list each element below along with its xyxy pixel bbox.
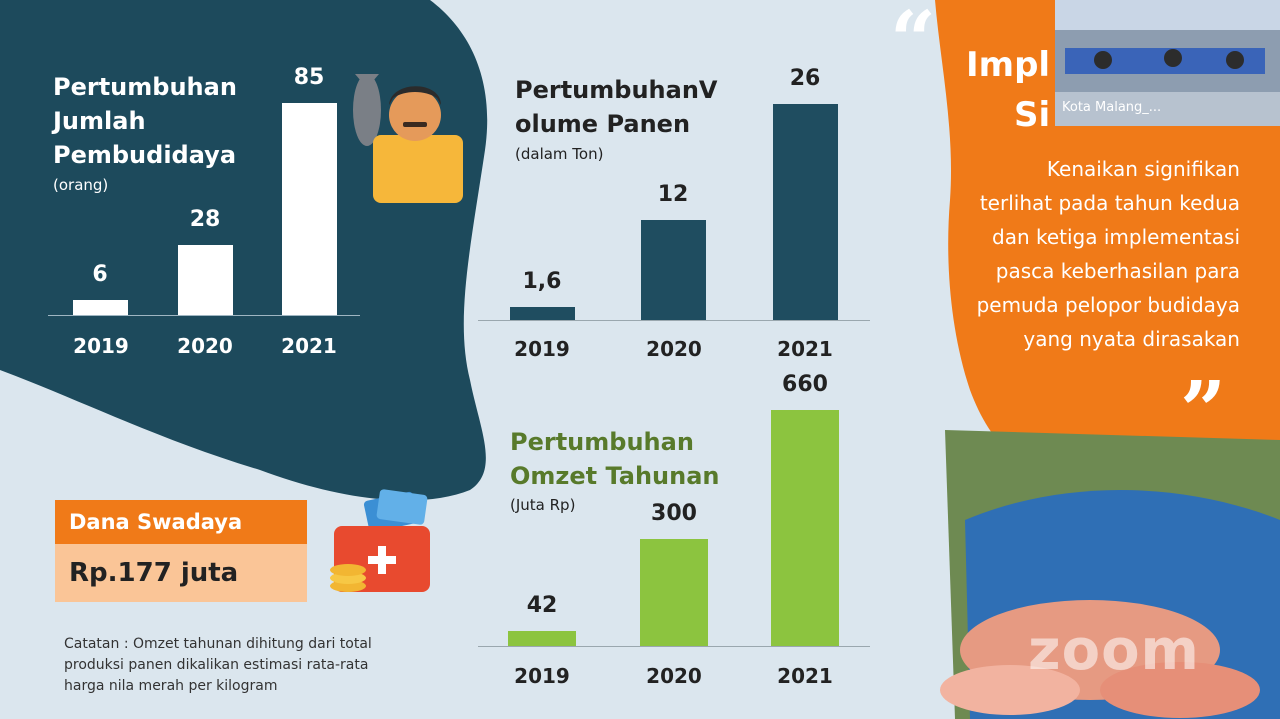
panel-body-line: Kenaikan signifikan	[1046, 157, 1240, 181]
chart1-xlabel-2021: 2021	[281, 334, 337, 358]
dana-swadaya-value: Rp.177 juta	[55, 544, 307, 602]
chart3-bar-2019	[508, 630, 576, 646]
panel-body-line: terlihat pada tahun kedua	[979, 191, 1240, 215]
panel-body-line: yang nyata dirasakan	[1023, 327, 1240, 351]
chart1-axis	[48, 315, 360, 316]
chart1-xlabel-2019: 2019	[73, 334, 129, 358]
chart3-title-line-2: Omzet Tahunan	[510, 462, 720, 490]
chart2-value-2019: 1,6	[522, 268, 562, 294]
chart3-unit: (Juta Rp)	[510, 496, 576, 514]
participant-video-tile[interactable]	[1055, 0, 1280, 126]
chart1-value-2019: 6	[92, 262, 108, 288]
chart2-xlabel-2019: 2019	[514, 337, 570, 361]
chart2-value-2020: 12	[657, 182, 689, 208]
chart2-xlabel-2021: 2021	[777, 337, 833, 361]
footnote-text: Catatan : Omzet tahunan dihitung dari to…	[64, 636, 372, 694]
close-quote-icon: ”	[1180, 363, 1227, 457]
chart2-unit: (dalam Ton)	[515, 145, 604, 163]
chart2-title-line-2: olume Panen	[515, 110, 691, 138]
chart3-xlabel-2021: 2021	[777, 664, 833, 688]
open-quote-icon: “	[890, 0, 937, 87]
panel-title-line-1: Impl	[966, 45, 1051, 85]
chart3-value-2019: 42	[526, 592, 558, 618]
chart2-axis	[478, 320, 870, 321]
panel-body-line: pasca keberhasilan para	[995, 259, 1240, 283]
chart3-title: Pertumbuhan Omzet Tahunan	[510, 425, 720, 493]
chart2-value-2021: 26	[789, 66, 821, 91]
chart1-bar-2019	[73, 300, 128, 315]
chart1-unit: (orang)	[53, 176, 109, 194]
panel-title: Impl Si	[966, 40, 1050, 140]
chart3-xlabel-2020: 2020	[646, 664, 702, 688]
chart2-xlabel-2020: 2020	[646, 337, 702, 361]
chart1-value-2021: 85	[293, 65, 325, 90]
chart1-value-2020: 28	[189, 207, 221, 233]
chart3-bar-2020	[640, 538, 708, 646]
chart3-bar-2021	[771, 410, 839, 646]
panel-body: Kenaikan signifikan terlihat pada tahun …	[940, 152, 1240, 356]
video-feed-image	[1055, 0, 1280, 126]
chart2-bar-2021	[773, 104, 838, 320]
chart3-axis	[478, 646, 870, 647]
panel-title-line-2: Si	[1014, 95, 1051, 135]
chart1-title-line-2: Jumlah	[53, 107, 146, 135]
chart1-title-line-3: Pembudidaya	[53, 141, 237, 169]
panel-body-line: pemuda pelopor budidaya	[976, 293, 1240, 317]
chart1-title: Pertumbuhan Jumlah Pembudidaya	[53, 70, 237, 172]
panel-body-line: dan ketiga implementasi	[992, 225, 1240, 249]
chart2-bar-2020	[641, 220, 706, 320]
chart1-bar-2020	[178, 245, 233, 315]
chart3-value-2021: 660	[782, 372, 828, 397]
money-case-icon	[330, 489, 430, 592]
chart1-bar-2021	[282, 103, 337, 315]
chart2-title: PertumbuhanV olume Panen	[515, 73, 717, 141]
chart2-bar-2019	[510, 306, 575, 320]
chart2-title-line-1: PertumbuhanV	[515, 76, 718, 104]
chart3-value-2020: 300	[651, 500, 697, 526]
dana-swadaya-label: Dana Swadaya	[55, 500, 307, 544]
chart1-title-line-1: Pertumbuhan	[53, 73, 237, 101]
zoom-watermark: zoom	[1028, 618, 1200, 683]
chart1-xlabel-2020: 2020	[177, 334, 233, 358]
participant-name-label: Kota Malang_...	[1062, 100, 1162, 115]
chart3-xlabel-2019: 2019	[514, 664, 570, 688]
chart3-title-line-1: Pertumbuhan	[510, 428, 694, 456]
fish-farmer-illustration	[353, 74, 463, 203]
